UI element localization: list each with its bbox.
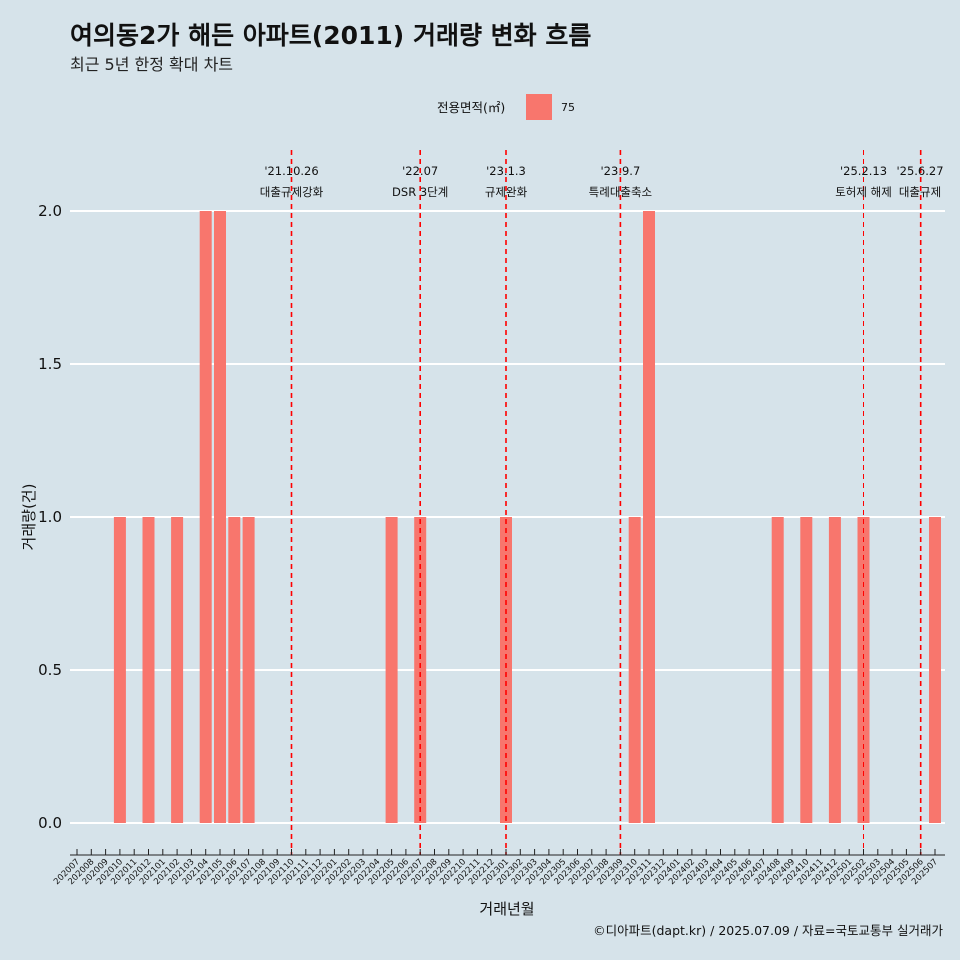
event-text-label: 대출규제강화 [260,185,324,199]
bar-202310 [628,517,641,823]
y-tick-label: 1.5 [38,355,62,373]
legend: 전용면적(㎡) 75 [437,94,575,120]
event-text-label: 대출규제 [899,185,941,199]
y-tick-label: 0.0 [38,814,62,832]
bar-202205 [385,517,398,823]
bar-202507 [929,517,941,823]
bar-202105 [214,211,226,823]
y-axis-ticks: 0.0 0.5 1.0 1.5 2.0 [38,202,62,832]
bar-202012 [142,517,155,823]
bar-202412 [828,517,841,823]
bars [113,211,941,823]
bar-202106 [228,517,241,823]
event-markers: '21.10.26 대출규제강화 '22.07 DSR 3단계 '23.1.3 규제완화 '… [260,150,944,855]
caption: ©디아파트(dapt.kr) / 2025.07.09 / 자료=국토교통부 실… [593,923,943,938]
y-axis-title: 거래량(건) [20,484,38,551]
event-date-label: '22.07 [402,164,438,178]
bar-202410 [800,517,813,823]
event-date-label: '23.1.3 [486,164,526,178]
event-text-label: 특례대출축소 [589,185,652,199]
y-tick-label: 0.5 [38,661,62,679]
event-text-label: DSR 3단계 [392,185,448,199]
event-date-label: '25.6.27 [896,164,943,178]
bar-202408 [771,517,784,823]
y-tick-label: 2.0 [38,202,62,220]
bar-202311 [643,211,655,823]
event-date-label: '21.10.26 [264,164,318,178]
legend-label: 75 [561,101,575,114]
chart-title: 여의동2가 해든 아파트(2011) 거래량 변화 흐름 [70,21,591,50]
bar-202207 [414,517,427,823]
bar-202102 [171,517,184,823]
chart-subtitle: 최근 5년 한정 확대 차트 [70,55,233,74]
bar-202502 [857,517,870,823]
y-tick-label: 1.0 [38,508,62,526]
event-text-label: 토허제 해제 [835,185,892,199]
x-axis: 2020072020082020092020102020112020122021… [52,849,945,887]
legend-swatch [526,94,552,120]
bar-202104 [199,211,212,823]
event-text-label: 규제완화 [485,185,528,199]
bar-202107 [242,517,255,823]
event-date-label: '23.9.7 [601,164,641,178]
bar-202010 [113,517,126,823]
legend-title: 전용면적(㎡) [437,100,505,115]
event-date-label: '25.2.13 [840,164,887,178]
bar-202301 [500,517,512,823]
x-axis-title: 거래년월 [479,900,534,918]
